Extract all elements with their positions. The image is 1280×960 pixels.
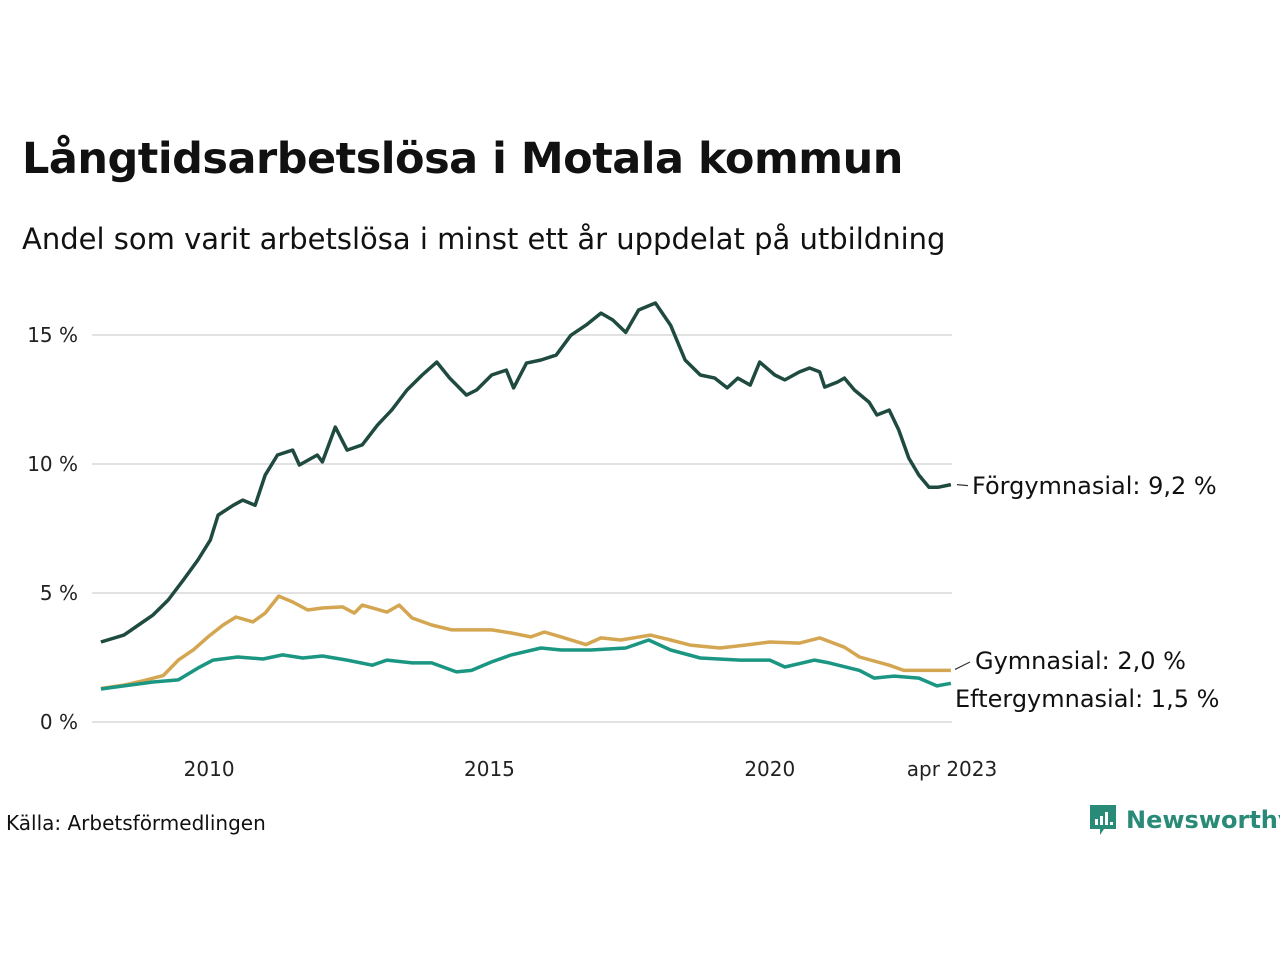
source-note: Källa: Arbetsförmedlingen xyxy=(6,811,266,835)
label-leader-line xyxy=(954,661,971,670)
series-lines xyxy=(100,301,952,691)
series-end-label-eftergymnasial: Eftergymnasial: 1,5 % xyxy=(955,685,1219,713)
series-line-gymnasial xyxy=(100,594,951,691)
x-tick-label: apr 2023 xyxy=(907,757,997,781)
series-line-eftergymnasial xyxy=(100,638,952,691)
grid-lines xyxy=(92,334,952,723)
x-tick-label: 2015 xyxy=(464,757,515,781)
series-end-label-gymnasial: Gymnasial: 2,0 % xyxy=(975,647,1186,675)
x-tick-label: 2010 xyxy=(184,757,235,781)
y-tick-label: 10 % xyxy=(27,452,78,476)
x-axis-ticks: 2010 2015 2020 apr 2023 xyxy=(184,757,998,781)
x-tick-label: 2020 xyxy=(744,757,795,781)
y-tick-label: 15 % xyxy=(27,323,78,347)
chart-title: Långtidsarbetslösa i Motala kommun xyxy=(22,134,903,184)
label-leader-line xyxy=(956,484,969,487)
y-tick-label: 5 % xyxy=(40,581,78,605)
chart-subtitle: Andel som varit arbetslösa i minst ett å… xyxy=(22,222,946,256)
series-end-labels: Förgymnasial: 9,2 % Gymnasial: 2,0 % Efter… xyxy=(954,472,1219,713)
series-line-forgymnasial xyxy=(100,301,952,644)
y-tick-label: 0 % xyxy=(40,710,78,734)
newsworthy-logo: Newsworthy xyxy=(1088,803,1280,837)
series-end-label-forgymnasial: Förgymnasial: 9,2 % xyxy=(972,472,1217,500)
brand-name: Newsworthy xyxy=(1126,806,1280,834)
newsworthy-logo-icon xyxy=(1090,805,1116,835)
y-axis-ticks: 0 % 5 % 10 % 15 % xyxy=(27,323,78,734)
